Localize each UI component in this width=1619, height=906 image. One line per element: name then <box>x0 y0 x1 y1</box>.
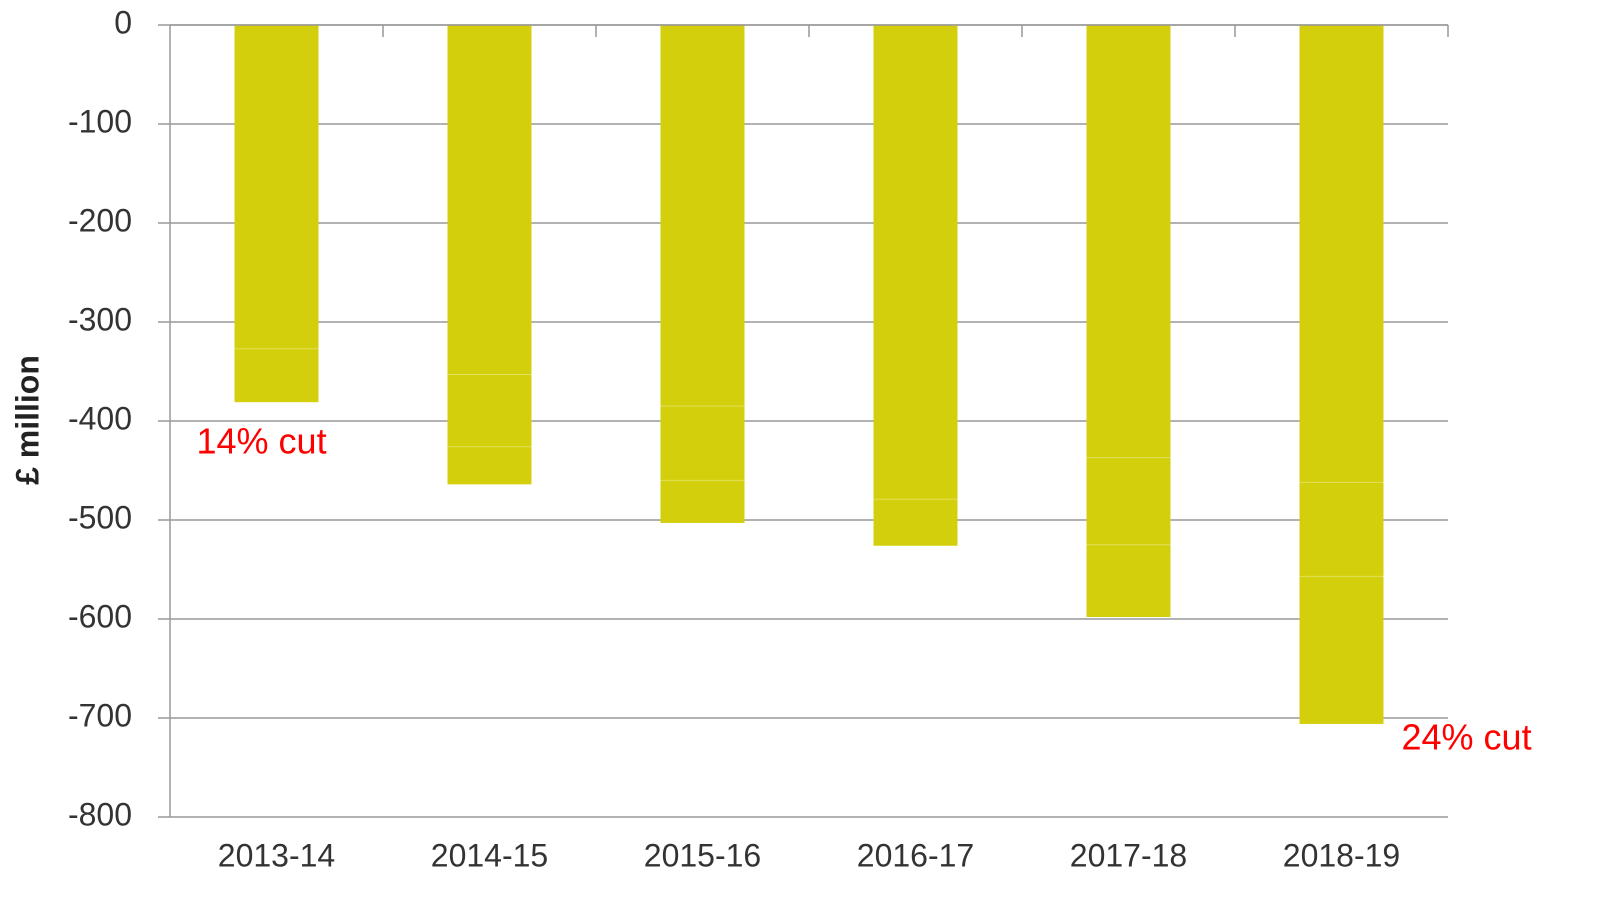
y-tick-label: -600 <box>68 598 132 634</box>
bar-segment <box>1086 25 1171 458</box>
x-tick-label: 2014-15 <box>431 837 548 873</box>
y-tick-label: 0 <box>114 4 132 40</box>
annotation: 24% cut <box>1402 716 1532 757</box>
bar-segment <box>1086 457 1171 545</box>
bar-segment <box>1299 576 1384 724</box>
y-tick-label: -200 <box>68 202 132 238</box>
bar-segment <box>234 348 319 403</box>
x-tick-label: 2018-19 <box>1283 837 1400 873</box>
y-tick-label: -300 <box>68 301 132 337</box>
y-tick-label: -500 <box>68 499 132 535</box>
y-tick-label: -400 <box>68 400 132 436</box>
bar-segment <box>447 25 532 375</box>
bar-segment <box>873 499 958 546</box>
bar-segment <box>660 480 745 523</box>
y-axis-label: £ million <box>9 355 45 485</box>
annotation: 14% cut <box>197 421 327 462</box>
bar-segment <box>1299 25 1384 483</box>
bar-segment <box>234 25 319 349</box>
x-tick-label: 2015-16 <box>644 837 761 873</box>
bar-segment <box>447 374 532 447</box>
bar-segment <box>447 446 532 485</box>
bar-segment <box>1299 482 1384 577</box>
y-tick-label: -700 <box>68 697 132 733</box>
x-tick-label: 2016-17 <box>857 837 974 873</box>
x-tick-label: 2017-18 <box>1070 837 1187 873</box>
bar-segment <box>660 406 745 481</box>
x-tick-label: 2013-14 <box>218 837 335 873</box>
bar-segment <box>660 25 745 407</box>
bar-segment <box>1086 544 1171 618</box>
y-tick-label: -100 <box>68 103 132 139</box>
bar-segment <box>873 25 958 500</box>
y-tick-label: -800 <box>68 796 132 832</box>
